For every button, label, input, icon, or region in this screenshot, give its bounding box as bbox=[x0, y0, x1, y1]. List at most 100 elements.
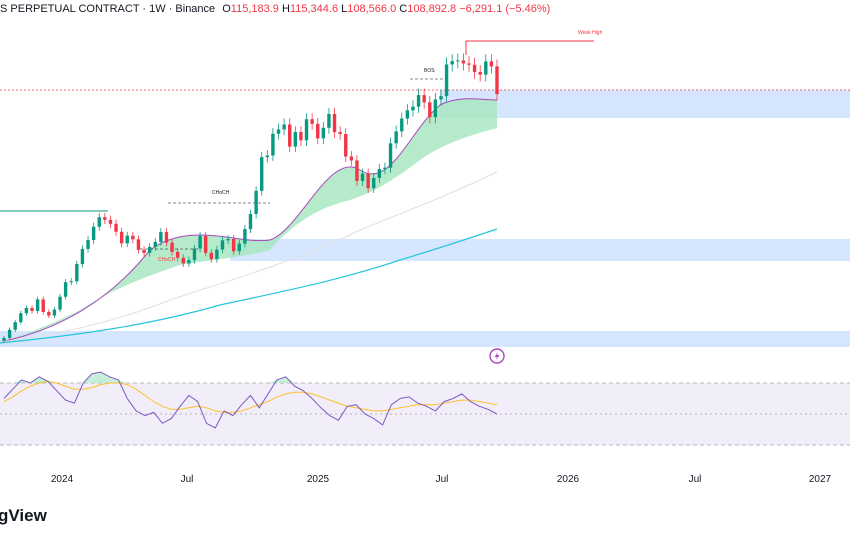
candle-body bbox=[461, 60, 466, 64]
candles-group bbox=[2, 53, 499, 343]
weak-high-label: Weak High bbox=[578, 30, 603, 36]
candle-body bbox=[411, 106, 415, 111]
symbol-label: S PERPETUAL CONTRACT · 1W · Binance bbox=[0, 3, 216, 15]
candle-body bbox=[254, 190, 258, 214]
candle-body bbox=[97, 217, 101, 227]
candle-body bbox=[316, 123, 320, 139]
demand-zone-low bbox=[0, 331, 850, 347]
candle-body bbox=[416, 95, 421, 107]
bos-label: BOS bbox=[424, 68, 435, 74]
candle-body bbox=[484, 61, 488, 75]
candle-body bbox=[114, 223, 118, 232]
rsi-pane bbox=[0, 371, 850, 446]
candle-body bbox=[276, 129, 281, 134]
candle-body bbox=[131, 235, 135, 240]
candle-body bbox=[142, 249, 146, 253]
candle-body bbox=[265, 155, 270, 158]
alert-icon[interactable] bbox=[489, 348, 505, 364]
choch-label-bottom: CHoCH bbox=[158, 257, 176, 263]
candle-body bbox=[203, 236, 208, 253]
candle-body bbox=[495, 66, 499, 95]
candle-body bbox=[243, 229, 247, 244]
rsi-ma-line bbox=[3, 380, 498, 413]
candle-body bbox=[231, 239, 236, 252]
candle-body bbox=[170, 242, 174, 252]
candle-body bbox=[360, 173, 365, 181]
candle-body bbox=[489, 61, 494, 67]
candle-body bbox=[226, 239, 230, 241]
candle-body bbox=[405, 110, 410, 119]
axis-label-2026: 2026 bbox=[557, 474, 580, 485]
candle-body bbox=[30, 307, 34, 311]
candle-body bbox=[344, 134, 348, 157]
candle-body bbox=[80, 248, 85, 265]
candle-body bbox=[198, 236, 202, 249]
candle-body bbox=[293, 132, 298, 147]
candle-body bbox=[248, 213, 253, 230]
candle-body bbox=[304, 119, 309, 141]
change-label: −6,291.1 (−5.46%) bbox=[459, 3, 551, 15]
supply-demand-zones bbox=[0, 90, 850, 347]
candle-body bbox=[108, 219, 113, 224]
candle-body bbox=[187, 260, 191, 264]
candle-body bbox=[52, 309, 57, 316]
candle-body bbox=[7, 329, 12, 338]
ema-long-line bbox=[0, 228, 498, 344]
candle-body bbox=[35, 299, 40, 311]
candle-body bbox=[450, 61, 454, 65]
candle-body bbox=[288, 124, 292, 147]
tradingview-logo[interactable]: gView bbox=[0, 506, 47, 525]
candle-body bbox=[181, 257, 185, 264]
candle-body bbox=[472, 64, 477, 73]
candle-body bbox=[456, 60, 460, 62]
candle-body bbox=[2, 338, 6, 341]
candle-body bbox=[400, 118, 404, 132]
candle-body bbox=[428, 102, 432, 118]
axis-label-2024: 2024 bbox=[51, 474, 74, 485]
candle-body bbox=[467, 63, 471, 65]
candle-body bbox=[91, 226, 96, 240]
candle-body bbox=[119, 231, 124, 244]
candle-body bbox=[125, 235, 129, 244]
candle-body bbox=[327, 113, 331, 128]
axis-label-jul-2025: Jul bbox=[436, 474, 449, 485]
candle-body bbox=[310, 119, 314, 124]
candle-body bbox=[47, 311, 51, 316]
candle-body bbox=[41, 299, 45, 312]
symbol-legend[interactable]: S PERPETUAL CONTRACT · 1W · Binance O115… bbox=[0, 3, 550, 15]
demand-zone-mid bbox=[230, 239, 850, 261]
candle-body bbox=[209, 252, 213, 260]
candle-body bbox=[332, 113, 337, 133]
candle-body bbox=[422, 95, 426, 103]
candle-body bbox=[164, 232, 169, 243]
candle-body bbox=[338, 132, 342, 135]
candle-body bbox=[299, 132, 303, 141]
candle-body bbox=[103, 217, 107, 220]
candle-body bbox=[271, 133, 275, 156]
candle-body bbox=[372, 177, 376, 189]
candle-body bbox=[383, 167, 387, 170]
low-label: L108,566.0 bbox=[341, 3, 397, 15]
close-label: C108,892.8 bbox=[399, 3, 457, 15]
candle-body bbox=[75, 264, 79, 282]
candle-body bbox=[69, 281, 73, 283]
axis-label-2027: 2027 bbox=[809, 474, 832, 485]
candle-body bbox=[260, 157, 264, 191]
candle-body bbox=[19, 313, 23, 323]
candle-body bbox=[159, 232, 163, 242]
demand-zone-high bbox=[440, 90, 850, 118]
candle-body bbox=[377, 169, 382, 178]
candle-body bbox=[388, 143, 393, 168]
candle-body bbox=[153, 241, 157, 247]
candle-body bbox=[215, 249, 219, 260]
candle-body bbox=[433, 99, 438, 118]
candle-body bbox=[24, 307, 29, 314]
candle-body bbox=[439, 96, 443, 100]
axis-label-2025: 2025 bbox=[307, 474, 330, 485]
candle-body bbox=[86, 239, 90, 249]
candle-body bbox=[175, 251, 180, 258]
candle-body bbox=[366, 173, 370, 189]
candle-body bbox=[444, 64, 449, 97]
candle-body bbox=[147, 246, 152, 253]
